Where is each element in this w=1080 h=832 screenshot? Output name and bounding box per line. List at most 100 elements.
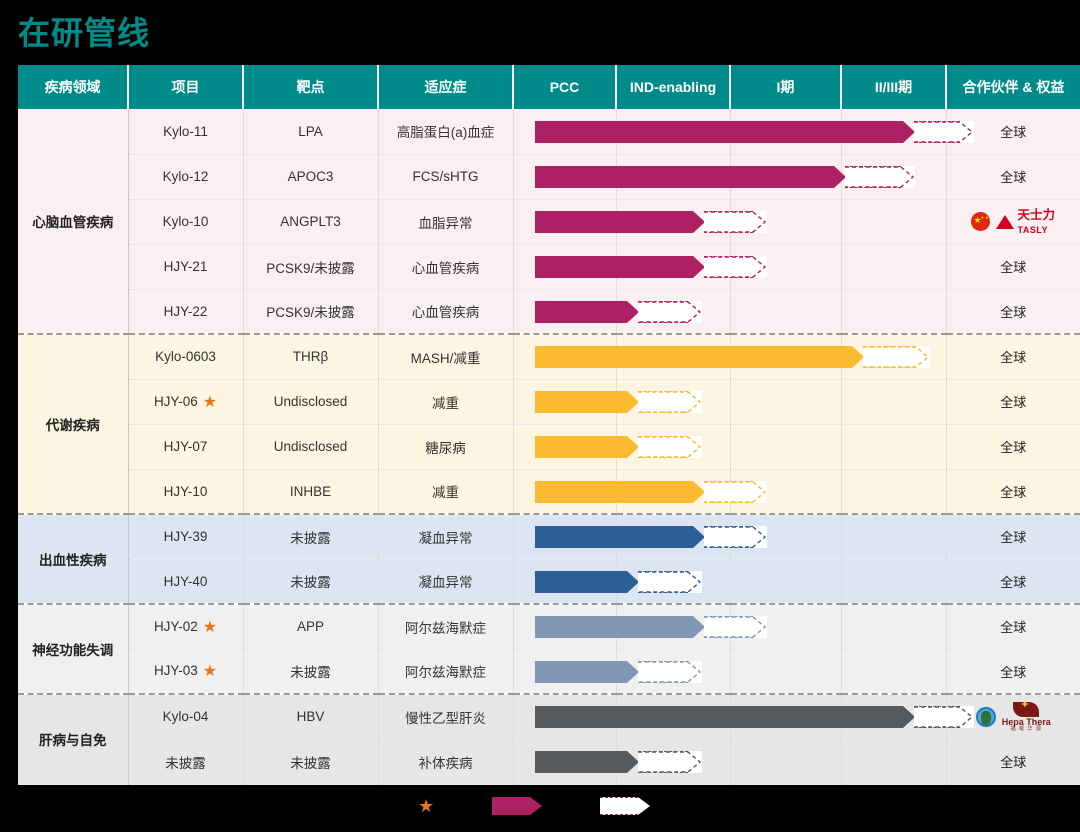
header-row: 疾病领域 项目 靶点 适应症 PCC IND-enabling I期 II/II…	[18, 65, 1080, 109]
project-cell: HJY-10	[128, 469, 244, 515]
phase-cell-phase1	[730, 469, 842, 515]
phase-cell-pcc	[513, 289, 617, 335]
target-cell: 未披露	[243, 649, 379, 695]
pipeline-table: 疾病领域 项目 靶点 适应症 PCC IND-enabling I期 II/II…	[18, 65, 1080, 785]
table-row: 出血性疾病 HJY-39 未披露 凝血异常 全球	[18, 513, 1080, 605]
tasly-mark-icon	[996, 214, 1015, 229]
table-row: HJY-03 ★ 未披露 阿尔兹海默症 全球	[18, 649, 1080, 695]
priority-star-icon: ★	[202, 393, 218, 411]
target-cell: ANGPLT3	[243, 199, 379, 245]
table-row: 神经功能失调 HJY-02 ★ APP 阿尔兹海默症 全球	[18, 603, 1080, 695]
table-row: HJY-07 Undisclosed 糖尿病 全球	[18, 424, 1080, 470]
phase-cell-ind-enabling	[616, 333, 731, 380]
disease-area-cell: 肝病与自免	[18, 693, 129, 785]
partner-cell: 全球	[946, 513, 1080, 560]
indication-cell: 减重	[378, 379, 514, 425]
disease-area-cell: 神经功能失调	[18, 603, 129, 695]
phase-cell-ind-enabling	[616, 739, 731, 785]
china-flag-icon	[971, 211, 991, 231]
col-header-phase1: I期	[730, 65, 842, 109]
pipeline-table-wrap: 疾病领域 项目 靶点 适应症 PCC IND-enabling I期 II/II…	[18, 65, 1080, 785]
phase-cell-phase23	[841, 559, 947, 605]
partner-cell: 全球	[946, 244, 1080, 290]
phase-cell-ind-enabling	[616, 199, 731, 245]
table-row: HJY-21 PCSK9/未披露 心血管疾病 全球	[18, 244, 1080, 290]
dashed-arrow-icon	[600, 797, 651, 815]
table-row: Kylo-12 APOC3 FCS/sHTG 全球	[18, 154, 1080, 200]
phase-cell-pcc	[513, 109, 617, 155]
hepa-leaf-icon	[1013, 700, 1040, 717]
project-cell: Kylo-0603	[128, 333, 244, 380]
project-cell: Kylo-10	[128, 199, 244, 245]
table-row: 未披露 未披露 补体疾病 全球	[18, 739, 1080, 785]
phase-cell-phase23	[841, 739, 947, 785]
phase-cell-ind-enabling	[616, 109, 731, 155]
phase-cell-phase23	[841, 199, 947, 245]
target-cell: 未披露	[243, 739, 379, 785]
star-icon: ★	[418, 795, 435, 816]
phase-cell-phase1	[730, 244, 842, 290]
page-title: 在研管线	[18, 15, 151, 51]
partner-cell: 全球	[946, 154, 1080, 200]
phase-cell-phase23	[841, 244, 947, 290]
phase-cell-ind-enabling	[616, 424, 731, 470]
col-header-target: 靶点	[243, 65, 379, 109]
col-header-ind-enabling: IND-enabling	[616, 65, 731, 109]
project-cell: HJY-40	[128, 559, 244, 605]
phase-cell-ind-enabling	[616, 559, 731, 605]
indication-cell: 阿尔兹海默症	[378, 649, 514, 695]
indication-cell: 补体疾病	[378, 739, 514, 785]
project-cell: HJY-03 ★	[128, 649, 244, 695]
disease-area-cell: 心脑血管疾病	[18, 109, 129, 335]
target-cell: LPA	[243, 109, 379, 155]
phase-cell-ind-enabling	[616, 513, 731, 560]
legend-item-star: ★	[418, 796, 442, 817]
col-header-partner: 合作伙伴 & 权益	[946, 65, 1080, 109]
project-cell: Kylo-11	[128, 109, 244, 155]
indication-cell: 心血管疾病	[378, 289, 514, 335]
phase-cell-phase23	[841, 333, 947, 380]
phase-cell-phase1	[730, 199, 842, 245]
target-cell: HBV	[243, 693, 379, 740]
phase-cell-phase23	[841, 379, 947, 425]
phase-cell-pcc	[513, 244, 617, 290]
phase-cell-ind-enabling	[616, 693, 731, 740]
col-header-project: 项目	[128, 65, 244, 109]
phase-cell-pcc	[513, 154, 617, 200]
phase-cell-ind-enabling	[616, 649, 731, 695]
indication-cell: 心血管疾病	[378, 244, 514, 290]
table-row: HJY-40 未披露 凝血异常 全球	[18, 559, 1080, 605]
indication-cell: 凝血异常	[378, 559, 514, 605]
target-cell: PCSK9/未披露	[243, 289, 379, 335]
partner-cell: 全球	[946, 109, 1080, 155]
priority-star-icon: ★	[202, 618, 218, 636]
col-header-pcc: PCC	[513, 65, 617, 109]
indication-cell: 血脂异常	[378, 199, 514, 245]
phase-cell-pcc	[513, 559, 617, 605]
phase-cell-pcc	[513, 739, 617, 785]
partner-cell: 全球	[946, 559, 1080, 605]
col-header-phase23: II/III期	[841, 65, 947, 109]
phase-cell-pcc	[513, 513, 617, 560]
partner-cell: 全球	[946, 603, 1080, 650]
phase-cell-phase23	[841, 693, 947, 740]
phase-cell-ind-enabling	[616, 244, 731, 290]
phase-cell-phase1	[730, 559, 842, 605]
indication-cell: 高脂蛋白(a)血症	[378, 109, 514, 155]
phase-cell-phase23	[841, 109, 947, 155]
partner-cell: 全球	[946, 649, 1080, 695]
partner-cell: 全球	[946, 739, 1080, 785]
indication-cell: FCS/sHTG	[378, 154, 514, 200]
table-row: 代谢疾病 Kylo-0603 THRβ MASH/减重 全球	[18, 333, 1080, 515]
legend: ★	[18, 786, 1080, 826]
phase-cell-phase1	[730, 739, 842, 785]
disease-area-cell: 出血性疾病	[18, 513, 129, 605]
phase-cell-pcc	[513, 424, 617, 470]
project-cell: 未披露	[128, 739, 244, 785]
phase-cell-pcc	[513, 379, 617, 425]
phase-cell-phase23	[841, 154, 947, 200]
partner-cell: 全球	[946, 424, 1080, 470]
